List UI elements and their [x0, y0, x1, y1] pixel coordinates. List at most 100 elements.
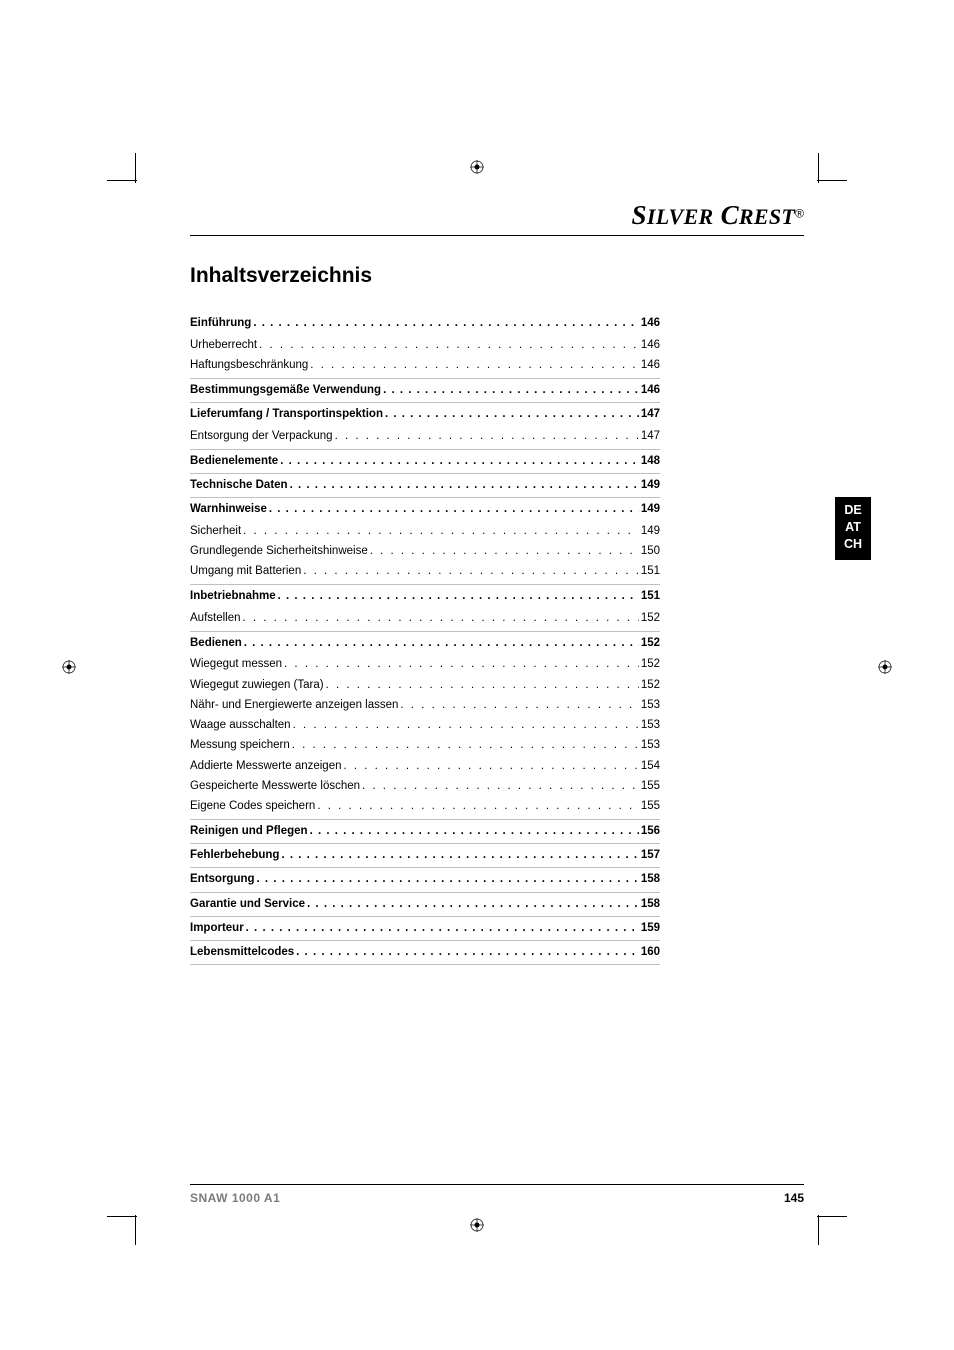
toc-section: Bedienelemente. . . . . . . . . . . . . …: [190, 450, 660, 474]
registration-mark-icon: [470, 160, 484, 177]
toc-subsection: Eigene Codes speichern. . . . . . . . . …: [190, 797, 660, 817]
table-of-contents: Einführung. . . . . . . . . . . . . . . …: [190, 312, 660, 965]
toc-section: Technische Daten. . . . . . . . . . . . …: [190, 474, 660, 498]
toc-subsection: Nähr- und Energiewerte anzeigen lassen. …: [190, 695, 660, 715]
toc-subsection-label: Urheberrecht: [190, 337, 257, 354]
toc-subsection-label: Haftungsbeschränkung: [190, 357, 308, 374]
toc-subsection: Sicherheit. . . . . . . . . . . . . . . …: [190, 521, 660, 541]
crop-mark: [135, 153, 136, 183]
toc-subsection-page: 150: [641, 543, 660, 560]
toc-section-label: Entsorgung: [190, 871, 255, 888]
toc-subsection-label: Entsorgung der Verpackung: [190, 428, 333, 445]
brand-header: SILVER CREST®: [190, 200, 804, 236]
toc-leader: . . . . . . . . . . . . . . . . . . . . …: [317, 798, 639, 815]
toc-section-label: Bedienelemente: [190, 453, 278, 470]
toc-section-page: 156: [641, 823, 660, 840]
toc-subsection: Wiegegut zuwiegen (Tara). . . . . . . . …: [190, 675, 660, 695]
toc-leader: . . . . . . . . . . . . . . . . . . . . …: [292, 737, 639, 754]
toc-section-page: 157: [641, 847, 660, 864]
toc-leader: . . . . . . . . . . . . . . . . . . . . …: [246, 920, 639, 937]
toc-subsection: Grundlegende Sicherheitshinweise. . . . …: [190, 542, 660, 562]
toc-subsection: Gespeicherte Messwerte löschen. . . . . …: [190, 776, 660, 796]
toc-leader: . . . . . . . . . . . . . . . . . . . . …: [383, 382, 639, 399]
registration-mark-icon: [470, 1218, 484, 1235]
toc-section-label: Technische Daten: [190, 477, 288, 494]
toc-subsection-label: Nähr- und Energiewerte anzeigen lassen: [190, 697, 398, 714]
page-footer: SNAW 1000 A1 145: [190, 1184, 804, 1205]
locale-ch: CH: [835, 536, 871, 553]
toc-subsection-page: 152: [641, 610, 660, 627]
toc-subsection-label: Waage ausschalten: [190, 717, 291, 734]
toc-subsection-label: Aufstellen: [190, 610, 241, 627]
crop-mark: [107, 180, 137, 181]
toc-section: Einführung. . . . . . . . . . . . . . . …: [190, 312, 660, 335]
toc-section-page: 151: [641, 588, 660, 605]
toc-leader: . . . . . . . . . . . . . . . . . . . . …: [269, 501, 639, 518]
registration-mark-icon: [878, 660, 892, 677]
toc-leader: . . . . . . . . . . . . . . . . . . . . …: [259, 337, 639, 354]
toc-subsection-page: 149: [641, 523, 660, 540]
toc-section: Bestimmungsgemäße Verwendung. . . . . . …: [190, 379, 660, 403]
toc-leader: . . . . . . . . . . . . . . . . . . . . …: [290, 477, 639, 494]
toc-subsection: Waage ausschalten. . . . . . . . . . . .…: [190, 716, 660, 736]
toc-section-label: Inbetriebnahme: [190, 588, 276, 605]
toc-leader: . . . . . . . . . . . . . . . . . . . . …: [385, 406, 639, 423]
toc-subsection: Aufstellen. . . . . . . . . . . . . . . …: [190, 608, 660, 628]
toc-section: Fehlerbehebung. . . . . . . . . . . . . …: [190, 844, 660, 868]
crop-mark: [817, 180, 847, 181]
toc-subsection-page: 155: [641, 778, 660, 795]
toc-section: Garantie und Service. . . . . . . . . . …: [190, 893, 660, 917]
toc-leader: . . . . . . . . . . . . . . . . . . . . …: [281, 847, 638, 864]
toc-subsection-page: 152: [641, 677, 660, 694]
page-title: Inhaltsverzeichnis: [190, 264, 804, 288]
toc-section: Entsorgung. . . . . . . . . . . . . . . …: [190, 868, 660, 892]
toc-leader: . . . . . . . . . . . . . . . . . . . . …: [296, 944, 639, 961]
toc-leader: . . . . . . . . . . . . . . . . . . . . …: [280, 453, 639, 470]
toc-section-label: Reinigen und Pflegen: [190, 823, 308, 840]
toc-subsection-page: 155: [641, 798, 660, 815]
locale-de: DE: [835, 502, 871, 519]
toc-subsection-page: 146: [641, 357, 660, 374]
brand-name: SILVER CREST: [632, 200, 796, 230]
toc-subsection: Wiegegut messen. . . . . . . . . . . . .…: [190, 655, 660, 675]
toc-leader: . . . . . . . . . . . . . . . . . . . . …: [370, 543, 639, 560]
locale-at: AT: [835, 519, 871, 536]
toc-section-label: Bedienen: [190, 635, 242, 652]
toc-section-page: 148: [641, 453, 660, 470]
toc-section-page: 159: [641, 920, 660, 937]
toc-section-page: 158: [641, 871, 660, 888]
toc-section: Warnhinweise. . . . . . . . . . . . . . …: [190, 498, 660, 521]
toc-section-label: Importeur: [190, 920, 244, 937]
toc-subsection-label: Addierte Messwerte anzeigen: [190, 758, 342, 775]
toc-leader: . . . . . . . . . . . . . . . . . . . . …: [243, 610, 639, 627]
toc-subsection-page: 151: [641, 563, 660, 580]
toc-leader: . . . . . . . . . . . . . . . . . . . . …: [284, 656, 639, 673]
toc-subsection-label: Eigene Codes speichern: [190, 798, 315, 815]
toc-subsection-page: 153: [641, 737, 660, 754]
toc-subsection-label: Sicherheit: [190, 523, 241, 540]
page-content: SILVER CREST® Inhaltsverzeichnis Einführ…: [190, 200, 804, 1205]
toc-leader: . . . . . . . . . . . . . . . . . . . . …: [253, 315, 638, 332]
registration-mark-icon: [62, 660, 76, 677]
toc-section-page: 147: [641, 406, 660, 423]
crop-mark: [818, 1215, 819, 1245]
toc-section: Lebensmittelcodes. . . . . . . . . . . .…: [190, 941, 660, 965]
toc-leader: . . . . . . . . . . . . . . . . . . . . …: [244, 635, 639, 652]
locale-tab: DE AT CH: [835, 497, 871, 560]
toc-subsection: Haftungsbeschränkung. . . . . . . . . . …: [190, 356, 660, 376]
toc-subsection-label: Messung speichern: [190, 737, 290, 754]
toc-section-label: Garantie und Service: [190, 896, 305, 913]
toc-leader: . . . . . . . . . . . . . . . . . . . . …: [335, 428, 639, 445]
toc-subsection-page: 146: [641, 337, 660, 354]
toc-subsection: Addierte Messwerte anzeigen. . . . . . .…: [190, 756, 660, 776]
toc-subsection-page: 152: [641, 656, 660, 673]
toc-section-label: Lebensmittelcodes: [190, 944, 294, 961]
toc-section: Reinigen und Pflegen. . . . . . . . . . …: [190, 820, 660, 844]
toc-leader: . . . . . . . . . . . . . . . . . . . . …: [303, 563, 639, 580]
toc-section-page: 146: [641, 315, 660, 332]
crop-mark: [817, 1216, 847, 1217]
toc-section: Inbetriebnahme. . . . . . . . . . . . . …: [190, 585, 660, 608]
toc-section-label: Warnhinweise: [190, 501, 267, 518]
toc-leader: . . . . . . . . . . . . . . . . . . . . …: [243, 523, 639, 540]
toc-subsection-label: Gespeicherte Messwerte löschen: [190, 778, 360, 795]
